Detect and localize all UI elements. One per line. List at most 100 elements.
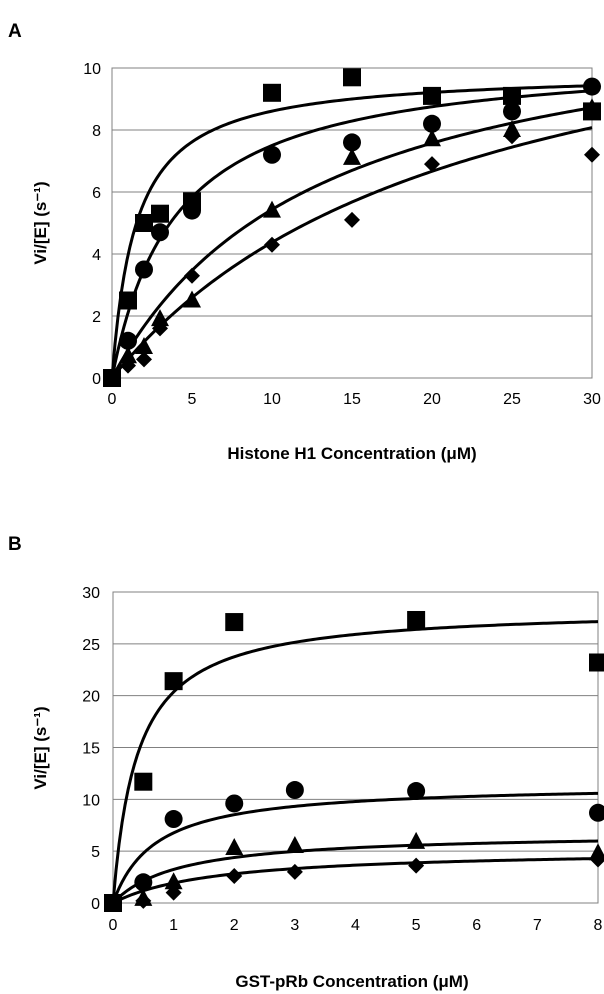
panel-b-x-tick-label: 3 <box>290 917 299 934</box>
panel-b-square-point <box>589 653 604 672</box>
panel-b-y-axis-title: Vi/[E] (s⁻¹) <box>31 706 50 789</box>
panel-a-x-axis-title: Histone H1 Concentration (μM) <box>227 444 476 463</box>
panel-a-x-tick-label: 5 <box>188 391 197 408</box>
panel-b-triangle-point <box>164 872 183 890</box>
panel-b-diamond-point <box>105 895 121 911</box>
panel-a-data-points <box>103 68 601 387</box>
panel-a-triangle-point <box>119 346 137 364</box>
panel-a-diamond-point <box>424 156 440 173</box>
panel-b-circle-point <box>589 803 604 822</box>
panel-a-circle-point <box>119 331 137 350</box>
panel-b-circle-point <box>407 782 426 801</box>
panel-b-label: B <box>8 534 22 555</box>
panel-b-y-tick-label: 10 <box>82 792 100 809</box>
panel-a-square-point <box>119 291 137 310</box>
panel-b-triangle-fit-curve <box>111 839 599 905</box>
panel-b-diamond-fit-curve <box>112 857 599 905</box>
panel-b-circle-fit-curve <box>111 791 599 904</box>
panel-b-triangle-point <box>225 838 244 856</box>
panel-a-diamond-point <box>104 370 120 386</box>
panel-b-x-tick-label: 8 <box>594 917 603 934</box>
panel-b-square-point <box>407 610 426 629</box>
panel-b-tick-labels: 0 5 10 15 20 25 30 0 1 2 3 4 5 6 7 8 <box>82 585 602 934</box>
panel-a-circle-point <box>151 223 169 242</box>
panel-a-circle-point <box>503 102 521 121</box>
panel-a-circle-point <box>135 260 153 279</box>
panel-a-y-tick-label: 10 <box>83 61 101 78</box>
panel-a-y-tick-label: 6 <box>92 185 101 202</box>
panel-b-diamond-point <box>286 863 303 880</box>
panel-a-diamond-point <box>584 146 600 163</box>
panel-b-x-tick-label: 2 <box>230 917 239 934</box>
panel-a-diamond-point <box>344 211 360 228</box>
panel-b-x-tick-label: 1 <box>169 917 178 934</box>
panel-a-diamond-point <box>120 357 136 374</box>
panel-a-triangle-point <box>583 98 601 116</box>
panel-a-tick-labels: 0 2 4 6 8 10 0 5 10 15 20 25 30 <box>83 61 601 408</box>
panel-a-x-tick-label: 15 <box>343 391 361 408</box>
panel-a-square-point <box>263 83 281 102</box>
panel-a-y-tick-label: 0 <box>92 371 101 388</box>
panel-a-diamond-point <box>264 236 280 253</box>
panel-a-diamond-point <box>184 267 200 284</box>
panel-a-y-axis-title: Vi/[E] (s⁻¹) <box>31 181 50 264</box>
panel-a-triangle-point <box>151 309 169 327</box>
panel-b: B 0 5 10 15 20 25 30 0 1 2 3 4 5 6 7 8 GST-pRb Concentr… <box>8 534 604 991</box>
panel-b-x-tick-label: 7 <box>533 917 542 934</box>
panel-b-circle-point <box>225 794 244 813</box>
panel-a-y-tick-label: 8 <box>92 123 101 140</box>
panel-b-fit-curves <box>111 620 599 905</box>
panel-b-x-tick-label: 4 <box>351 917 360 934</box>
panel-a-x-tick-label: 25 <box>503 391 521 408</box>
panel-b-diamond-point <box>135 892 152 909</box>
panel-a-diamond-point <box>504 128 520 145</box>
panel-b-circle-point <box>134 873 153 892</box>
panel-b-data-points <box>104 610 604 912</box>
panel-b-y-tick-label: 30 <box>82 585 100 602</box>
panel-a-x-tick-label: 30 <box>583 391 601 408</box>
panel-a-gridlines <box>112 67 592 317</box>
panel-a-circle-point <box>263 145 281 164</box>
panel-a-label: A <box>8 21 22 42</box>
panel-b-x-tick-label: 0 <box>109 917 118 934</box>
panel-a: A 0 2 4 6 8 10 0 5 10 15 20 25 30 Histone H1 Concent… <box>8 21 601 463</box>
panel-a-square-point <box>343 68 361 87</box>
panel-b-x-axis-title: GST-pRb Concentration (μM) <box>235 972 468 991</box>
panel-b-triangle-point <box>407 831 426 849</box>
panel-a-circle-point <box>183 201 201 220</box>
panel-b-circle-point <box>285 781 304 800</box>
panel-b-square-point <box>134 772 153 791</box>
panel-a-square-point <box>423 86 441 105</box>
panel-b-y-tick-label: 25 <box>82 637 100 654</box>
panel-b-square-fit-curve <box>111 620 599 904</box>
panel-a-square-point <box>503 86 521 105</box>
panel-a-triangle-point <box>423 129 441 147</box>
panel-b-gridlines <box>113 591 598 852</box>
panel-a-square-point <box>135 214 153 232</box>
panel-b-y-tick-label: 5 <box>91 844 100 861</box>
panel-a-square-point <box>151 204 169 223</box>
panel-a-diamond-point <box>136 351 152 368</box>
panel-a-x-tick-label: 20 <box>423 391 441 408</box>
panel-a-y-tick-label: 2 <box>92 309 101 326</box>
panel-b-diamond-point <box>226 868 243 885</box>
panel-b-triangle-point <box>285 835 304 853</box>
panel-a-triangle-point <box>183 290 201 308</box>
panel-b-x-tick-label: 6 <box>472 917 481 934</box>
panel-a-x-tick-label: 10 <box>263 391 281 408</box>
panel-b-square-point <box>225 613 244 632</box>
panel-a-triangle-point <box>263 200 281 218</box>
panel-a-y-tick-label: 4 <box>92 247 101 264</box>
panel-a-circle-point <box>343 133 361 152</box>
panel-b-y-tick-label: 15 <box>82 741 100 758</box>
panel-b-square-point <box>164 672 183 691</box>
panel-b-circle-point <box>164 810 183 829</box>
panel-a-circle-point <box>583 77 601 96</box>
panel-b-diamond-point <box>408 857 425 874</box>
panel-a-triangle-point <box>135 337 153 354</box>
panel-b-y-tick-label: 0 <box>91 896 100 913</box>
panel-a-diamond-point <box>152 320 168 337</box>
panel-b-x-tick-label: 5 <box>412 917 421 934</box>
panel-b-diamond-point <box>590 851 604 868</box>
